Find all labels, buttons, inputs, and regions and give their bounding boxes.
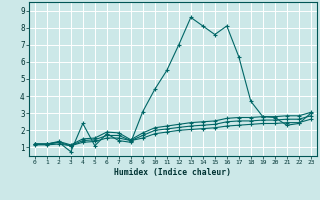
X-axis label: Humidex (Indice chaleur): Humidex (Indice chaleur) (114, 168, 231, 177)
